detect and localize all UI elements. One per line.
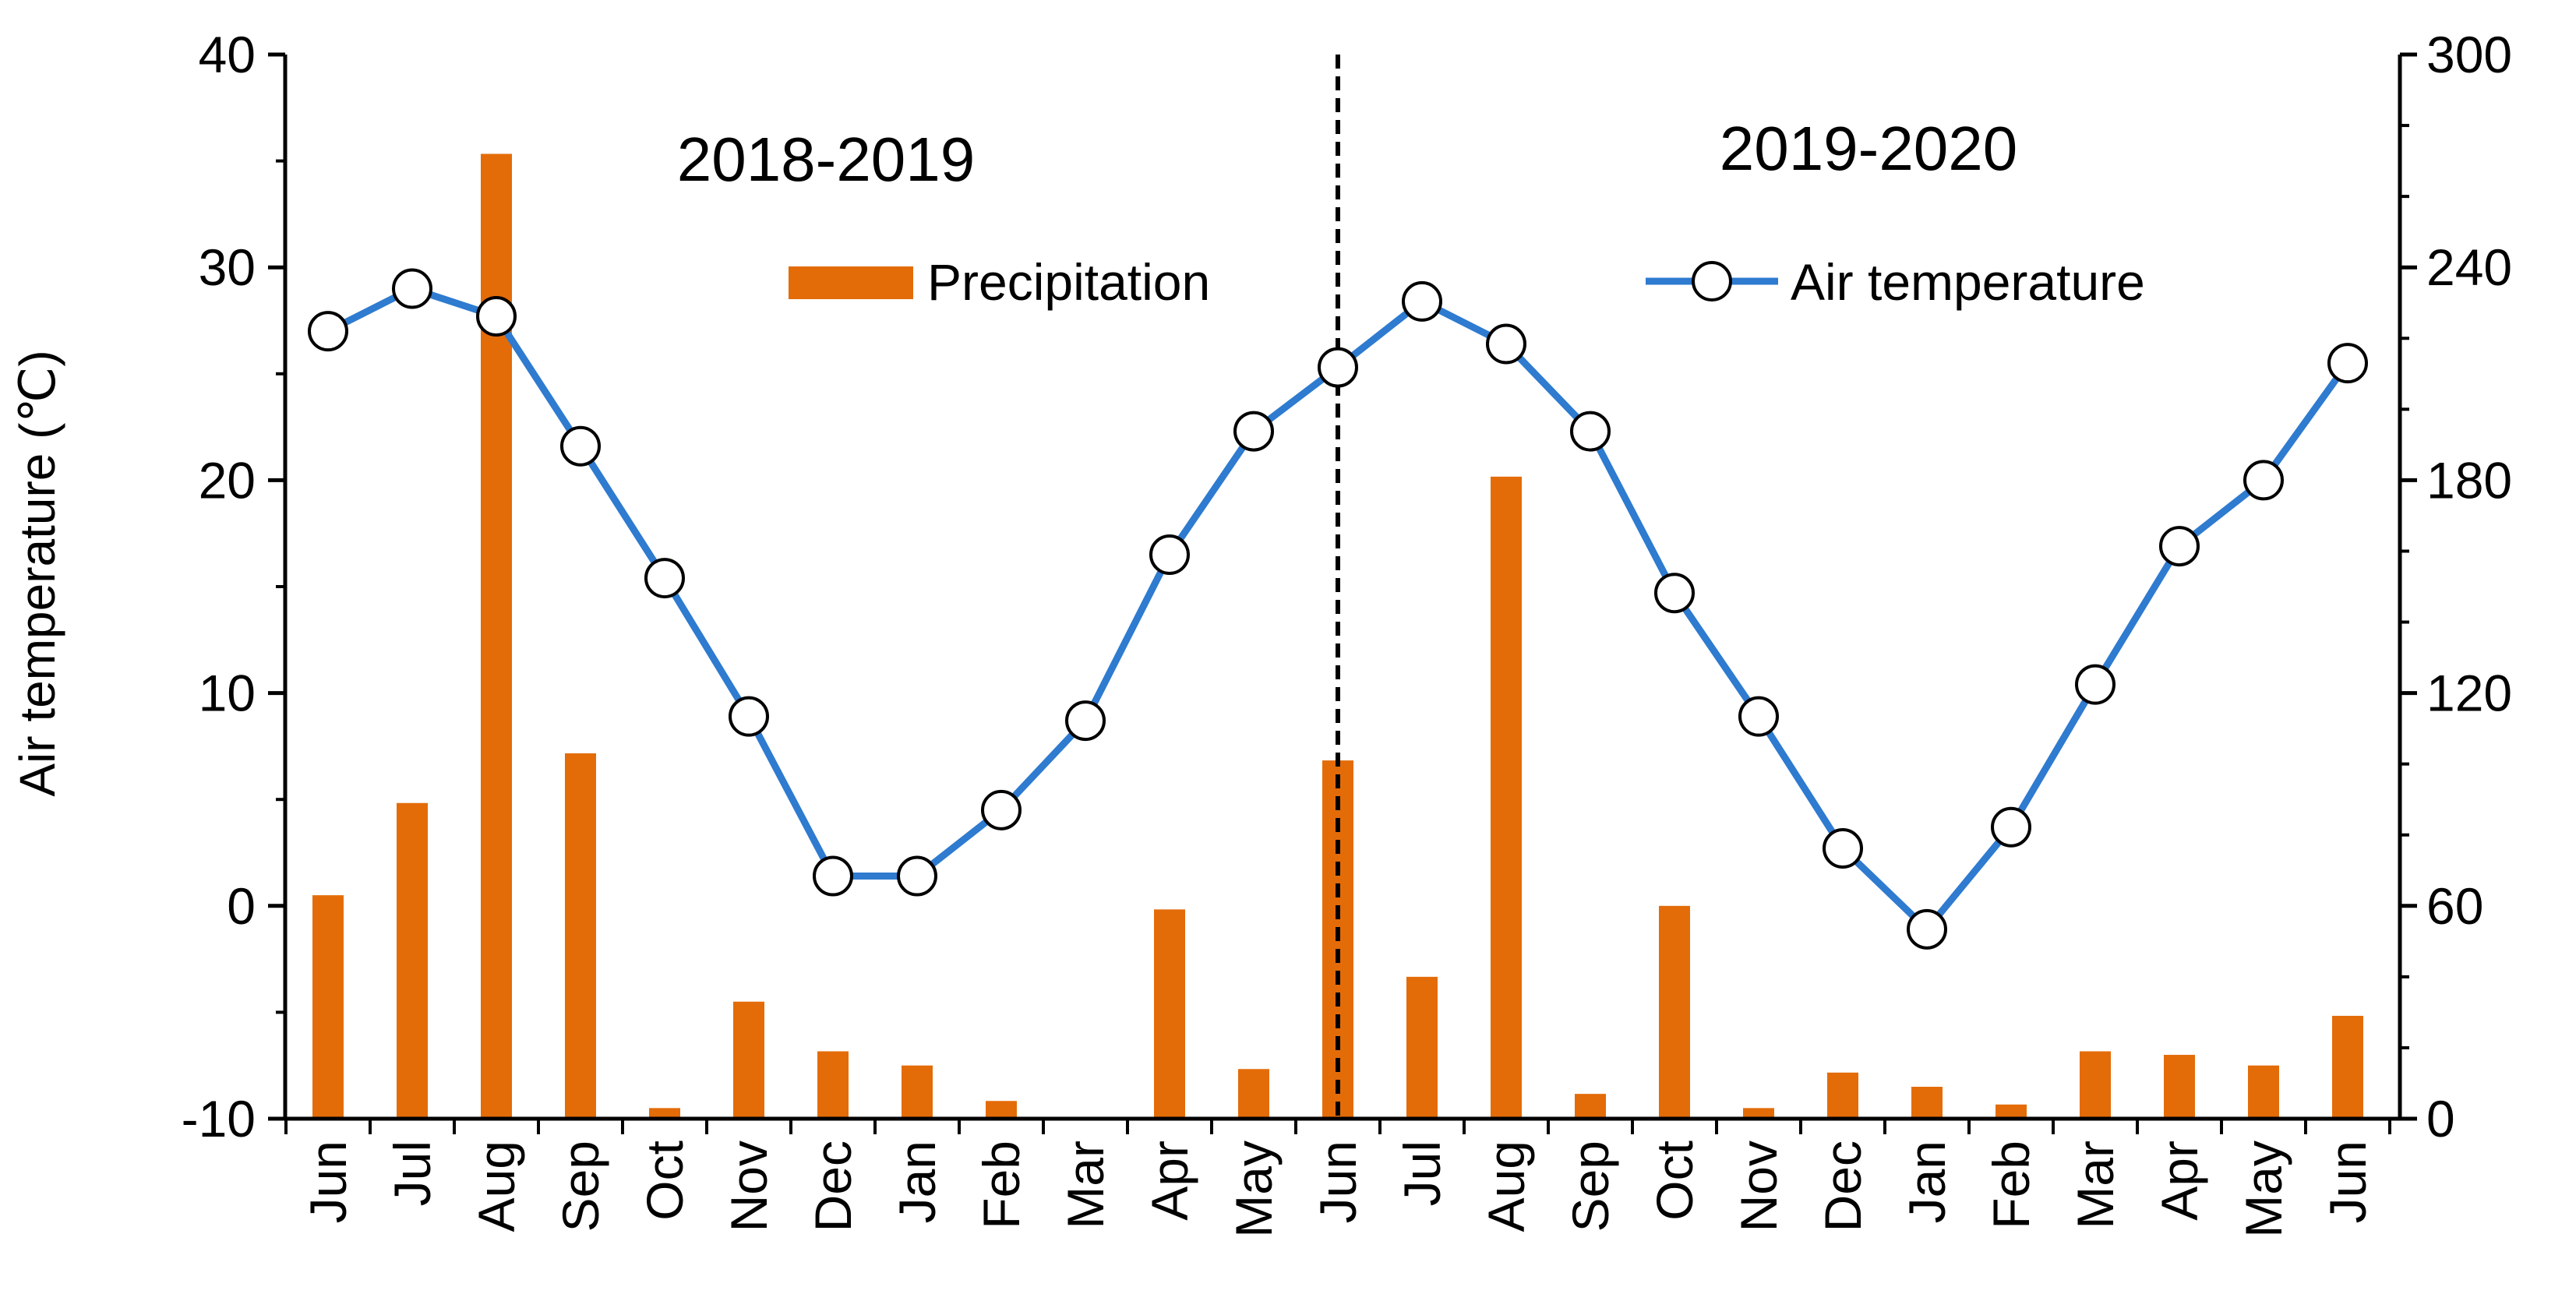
precipitation-bar-20 bbox=[1996, 1104, 2027, 1119]
precipitation-bar-21 bbox=[2080, 1051, 2111, 1119]
x-tick-label: May bbox=[1225, 1141, 1283, 1238]
period-label-2019-2020: 2019-2020 bbox=[1720, 114, 2018, 183]
temperature-point-15 bbox=[1570, 411, 1611, 452]
x-tick-label: Dec bbox=[804, 1141, 862, 1232]
precipitation-bar-24 bbox=[2332, 1015, 2363, 1119]
precipitation-bar-4 bbox=[649, 1108, 680, 1119]
temperature-point-8 bbox=[981, 789, 1022, 830]
precipitation-bar-18 bbox=[1827, 1072, 1858, 1119]
right-tick-label: 60 bbox=[2426, 877, 2483, 935]
x-tick-label: Sep bbox=[552, 1141, 609, 1232]
x-axis-ticks: Jun Jul Aug Sep Oct Nov Dec Jan Feb Mar Apr May Jun J… bbox=[284, 1119, 2391, 1238]
right-tick-label: 180 bbox=[2426, 451, 2512, 509]
temperature-point-21 bbox=[2075, 664, 2115, 705]
temperature-point-17 bbox=[1738, 696, 1779, 737]
precipitation-bar-8 bbox=[986, 1101, 1017, 1119]
left-tick-label: 0 bbox=[227, 877, 256, 935]
x-tick-label: Feb bbox=[1982, 1141, 2040, 1229]
right-tick-label: 120 bbox=[2426, 665, 2512, 722]
y-axis-label: Air temperature (℃) bbox=[9, 350, 65, 796]
x-tick-label: Nov bbox=[720, 1141, 778, 1232]
x-tick-label: Aug bbox=[468, 1141, 525, 1232]
legend-temperature-marker bbox=[1692, 261, 1732, 301]
left-tick-label: 30 bbox=[199, 238, 256, 296]
x-tick-label: Jun bbox=[1309, 1141, 1367, 1223]
precipitation-bar-23 bbox=[2248, 1065, 2279, 1119]
precipitation-bar-11 bbox=[1238, 1069, 1269, 1119]
right-tick-label: 300 bbox=[2426, 26, 2512, 83]
temperature-point-13 bbox=[1402, 280, 1442, 322]
temperature-point-11 bbox=[1233, 411, 1274, 452]
legend: Precipitation Air temperature bbox=[789, 253, 2145, 311]
precipitation-bar-22 bbox=[2164, 1055, 2195, 1119]
temperature-point-2 bbox=[476, 296, 517, 337]
temperature-point-3 bbox=[560, 425, 601, 467]
precipitation-bar-7 bbox=[902, 1065, 933, 1119]
x-tick-label: Jul bbox=[383, 1141, 441, 1206]
temperature-point-5 bbox=[729, 696, 769, 737]
precipitation-bar-10 bbox=[1154, 909, 1185, 1119]
precipitation-bar-1 bbox=[397, 802, 428, 1119]
temperature-point-0 bbox=[308, 311, 348, 352]
x-tick-label: Feb bbox=[972, 1141, 1030, 1229]
legend-temperature-label: Air temperature bbox=[1791, 253, 2145, 311]
left-axis-ticks: -10 0 10 20 30 40 bbox=[182, 26, 285, 1148]
temperature-point-4 bbox=[644, 558, 685, 599]
temperature-point-7 bbox=[897, 855, 937, 897]
precipitation-bar-13 bbox=[1406, 976, 1438, 1119]
precipitation-bar-19 bbox=[1911, 1087, 1943, 1119]
temperature-point-16 bbox=[1654, 573, 1695, 614]
x-tick-label: Oct bbox=[636, 1141, 693, 1221]
temperature-point-18 bbox=[1823, 828, 1863, 869]
temperature-point-6 bbox=[813, 855, 853, 897]
x-tick-label: May bbox=[2235, 1141, 2292, 1238]
temperature-point-9 bbox=[1065, 700, 1106, 742]
temperature-point-23 bbox=[2243, 460, 2284, 501]
left-tick-label: 10 bbox=[199, 665, 256, 722]
x-tick-label: Sep bbox=[1561, 1141, 1619, 1232]
temperature-point-14 bbox=[1486, 323, 1526, 365]
left-tick-label: -10 bbox=[182, 1090, 256, 1148]
x-tick-label: Jun bbox=[299, 1141, 357, 1223]
period-label-2018-2019: 2018-2019 bbox=[677, 125, 976, 194]
x-tick-label: Oct bbox=[1646, 1141, 1703, 1221]
precipitation-bar-6 bbox=[817, 1051, 849, 1119]
precipitation-bar-5 bbox=[733, 1001, 764, 1119]
air-temperature-series bbox=[308, 268, 2368, 950]
x-tick-label: Jan bbox=[888, 1141, 946, 1223]
right-tick-label: 0 bbox=[2426, 1090, 2455, 1148]
x-tick-label: Mar bbox=[1057, 1141, 1114, 1229]
temperature-point-12 bbox=[1318, 347, 1358, 388]
temperature-point-20 bbox=[1991, 806, 2031, 848]
legend-precipitation-swatch bbox=[789, 266, 913, 299]
temperature-point-22 bbox=[2159, 526, 2200, 567]
precipitation-bar-15 bbox=[1575, 1094, 1606, 1119]
x-tick-label: Jul bbox=[1393, 1141, 1451, 1206]
x-tick-label: Jan bbox=[1898, 1141, 1956, 1223]
temperature-point-19 bbox=[1907, 908, 1947, 950]
legend-precipitation-label: Precipitation bbox=[927, 253, 1210, 311]
temperature-point-10 bbox=[1149, 534, 1190, 576]
x-tick-label: Aug bbox=[1477, 1141, 1535, 1232]
x-tick-label: Apr bbox=[2151, 1141, 2208, 1221]
right-axis-ticks: 0 60 120 180 240 300 bbox=[2400, 26, 2512, 1148]
precipitation-bar-3 bbox=[565, 753, 596, 1119]
x-tick-label: Jun bbox=[2319, 1141, 2377, 1223]
temperature-point-1 bbox=[392, 268, 432, 309]
x-tick-label: Nov bbox=[1730, 1141, 1787, 1232]
precipitation-bar-0 bbox=[312, 895, 344, 1119]
x-tick-label: Dec bbox=[1814, 1141, 1872, 1232]
x-tick-label: Mar bbox=[2066, 1141, 2124, 1229]
precipitation-bar-14 bbox=[1491, 476, 1522, 1119]
temperature-point-24 bbox=[2327, 343, 2368, 384]
right-tick-label: 240 bbox=[2426, 238, 2512, 296]
x-tick-label: Apr bbox=[1141, 1141, 1198, 1221]
left-tick-label: 20 bbox=[199, 451, 256, 509]
precipitation-bar-17 bbox=[1743, 1108, 1774, 1119]
precipitation-bar-16 bbox=[1659, 905, 1690, 1119]
left-tick-label: 40 bbox=[199, 26, 256, 83]
